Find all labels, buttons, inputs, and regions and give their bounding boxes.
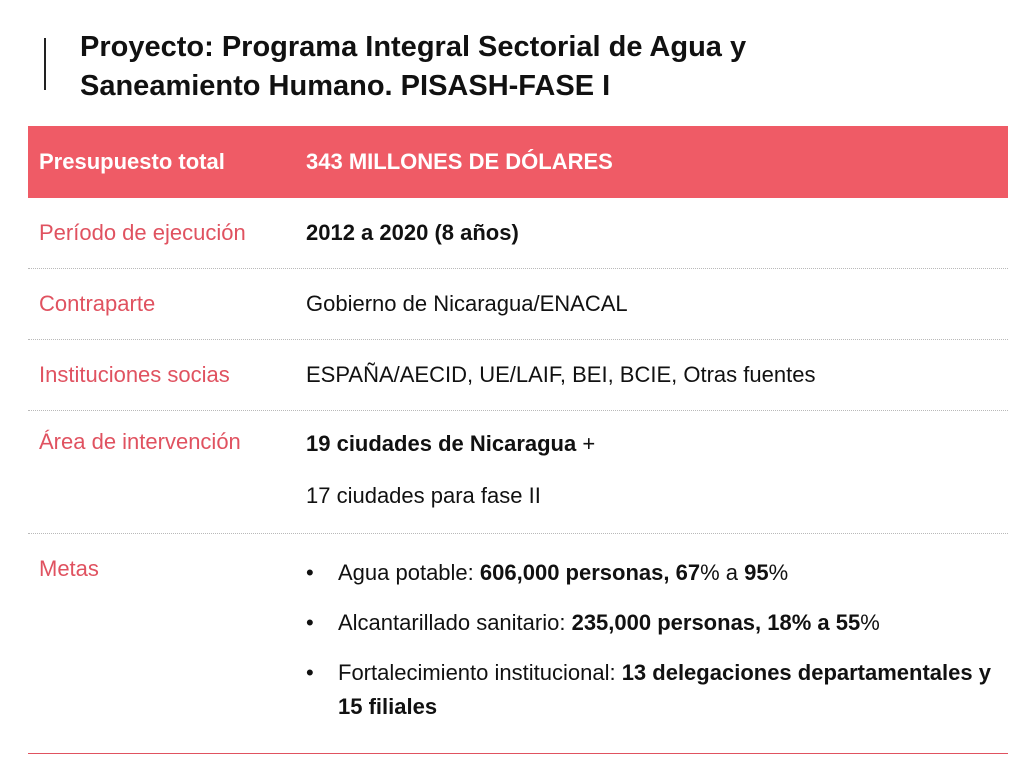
metas-list: • Agua potable: 606,000 personas, 67% a … <box>306 556 1008 724</box>
instituciones-label: Instituciones socias <box>39 362 230 387</box>
contraparte-label: Contraparte <box>39 291 156 316</box>
row-contraparte: Contraparte Gobierno de Nicaragua/ENACAL <box>28 269 1008 340</box>
presupuesto-label: Presupuesto total <box>39 149 225 174</box>
bullet-icon: • <box>306 560 314 585</box>
list-item: • Agua potable: 606,000 personas, 67% a … <box>306 556 1008 590</box>
title-accent-bar <box>44 38 46 90</box>
presupuesto-value: 343 MILLONES DE DÓLARES <box>306 149 613 174</box>
periodo-label: Período de ejecución <box>39 220 246 245</box>
title-line-2: Saneamiento Humano. PISASH-FASE I <box>80 70 611 102</box>
metas-label: Metas <box>39 556 99 581</box>
row-periodo: Período de ejecución 2012 a 2020 (8 años… <box>28 198 1008 269</box>
goal-rest: % <box>860 610 880 635</box>
goal-rest: % a <box>700 560 745 585</box>
page-title: Proyecto: Programa Integral Sectorial de… <box>80 28 980 106</box>
area-line-2: 17 ciudades para fase II <box>306 483 541 508</box>
goal-bold: 606,000 personas, 67 <box>479 560 701 585</box>
goal-bold-2: 95 <box>744 560 769 585</box>
title-line-1: Proyecto: Programa Integral Sectorial de… <box>80 31 747 63</box>
goal-text: Alcantarillado sanitario: <box>338 610 572 635</box>
goal-bold: 235,000 personas, 18% a 55 <box>571 610 861 635</box>
list-item: • Alcantarillado sanitario: 235,000 pers… <box>306 606 1008 640</box>
row-presupuesto: Presupuesto total 343 MILLONES DE DÓLARE… <box>28 126 1008 198</box>
periodo-value: 2012 a 2020 (8 años) <box>306 220 519 245</box>
row-instituciones: Instituciones socias ESPAÑA/AECID, UE/LA… <box>28 340 1008 411</box>
contraparte-value: Gobierno de Nicaragua/ENACAL <box>306 291 628 316</box>
area-line-1: 19 ciudades de Nicaragua + <box>306 429 1008 481</box>
list-item: • Fortalecimiento institucional: 13 dele… <box>306 656 1008 724</box>
row-metas: Metas • Agua potable: 606,000 personas, … <box>28 534 1008 754</box>
area-plus: + <box>576 431 596 456</box>
goal-text: Agua potable: <box>338 560 480 585</box>
area-value: 19 ciudades de Nicaragua + 17 ciudades p… <box>306 429 1008 533</box>
instituciones-value: ESPAÑA/AECID, UE/LAIF, BEI, BCIE, Otras … <box>306 362 816 387</box>
row-area: Área de intervención 19 ciudades de Nica… <box>28 411 1008 534</box>
bullet-icon: • <box>306 610 314 635</box>
area-label: Área de intervención <box>39 429 241 454</box>
area-bold: 19 ciudades de Nicaragua <box>306 431 577 456</box>
bullet-icon: • <box>306 660 314 685</box>
goal-bold: 13 delegaciones departamentales y 15 fil… <box>338 660 991 719</box>
metas-value: • Agua potable: 606,000 personas, 67% a … <box>306 556 1008 753</box>
goal-text: Fortalecimiento institucional: <box>338 660 622 685</box>
project-info-table: Presupuesto total 343 MILLONES DE DÓLARE… <box>28 126 1008 754</box>
goal-end: % <box>768 560 789 585</box>
